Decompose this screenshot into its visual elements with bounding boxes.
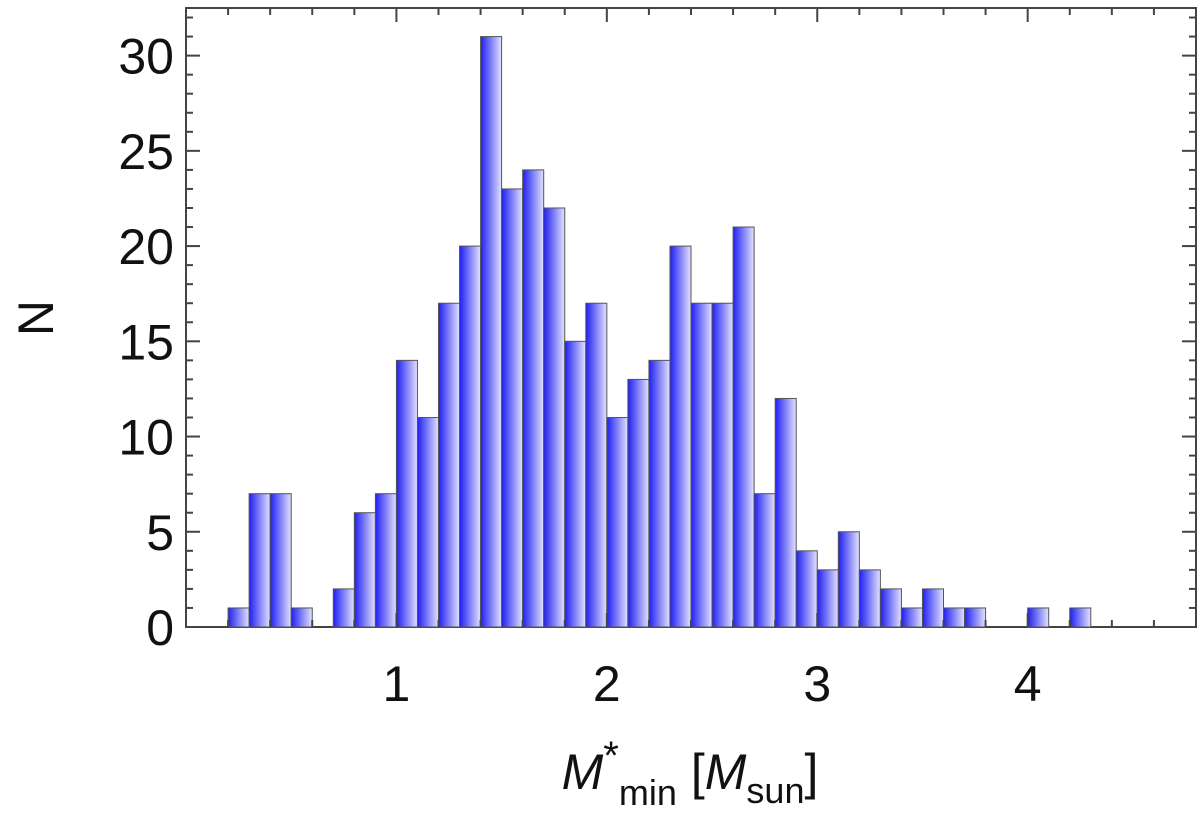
x-title-sub: min [619, 772, 677, 813]
histogram-bar [438, 302, 461, 628]
histogram-bar [606, 416, 629, 628]
histogram-bar [921, 588, 944, 628]
histogram-bar [480, 36, 503, 628]
x-tick-label: 2 [593, 656, 621, 712]
x-title-sup: * [603, 734, 619, 778]
x-title-close-bracket: ] [804, 744, 818, 800]
y-tick-label: 0 [146, 600, 174, 656]
histogram-bar [585, 302, 608, 628]
histogram-bar [269, 493, 292, 628]
y-tick-label: 20 [118, 219, 174, 275]
histogram-bar [943, 607, 966, 628]
histogram-bar [1027, 607, 1050, 628]
histogram-bar [669, 245, 692, 628]
histogram-bar [732, 226, 755, 628]
histogram-bar [648, 359, 671, 628]
histogram-bar [374, 493, 397, 628]
x-title-open-bracket: [ [691, 744, 705, 800]
histogram-bar [290, 607, 313, 628]
histogram-bar [816, 569, 839, 628]
histogram-bar [1069, 607, 1092, 628]
histogram-bar [753, 493, 776, 628]
y-tick-label: 25 [118, 124, 174, 180]
histogram-bar [837, 531, 860, 628]
histogram-bar [690, 302, 713, 628]
histogram-bar [858, 569, 881, 628]
y-tick-label: 10 [118, 410, 174, 466]
histogram-bar [900, 607, 923, 628]
histogram-bar [964, 607, 987, 628]
y-tick-label: 30 [118, 29, 174, 85]
bars-group [227, 36, 1092, 628]
histogram-bar [395, 359, 418, 628]
x-tick-label: 3 [803, 656, 831, 712]
x-axis-title: M*min [Msun] [562, 734, 819, 813]
histogram-bar [416, 416, 440, 628]
histogram-bar [353, 512, 376, 628]
histogram-bar [248, 493, 271, 628]
tick-labels-group: 1 2 3 4 0 5 10 15 20 25 30 [118, 29, 1041, 712]
x-title-unit-symbol: M [705, 744, 747, 800]
histogram-bar [459, 245, 482, 628]
y-tick-label: 5 [146, 505, 174, 561]
histogram-bar [564, 340, 587, 628]
y-axis-title: N [8, 300, 64, 336]
x-tick-label: 4 [1014, 656, 1042, 712]
histogram-bar [774, 397, 797, 628]
y-tick-label: 15 [118, 314, 174, 370]
histogram-bar [795, 550, 818, 628]
histogram-bar [501, 188, 524, 628]
ticks-group [186, 8, 1196, 627]
x-tick-label: 1 [383, 656, 411, 712]
histogram-bar [522, 169, 545, 628]
histogram-bar [227, 607, 250, 628]
x-title-symbol: M [562, 744, 604, 800]
histogram-bar [879, 588, 902, 628]
histogram-bar [332, 588, 355, 628]
histogram-bar [711, 302, 734, 628]
x-title-unit-sub: sun [746, 770, 804, 811]
histogram-bar [627, 378, 650, 628]
histogram-bar [543, 207, 566, 628]
